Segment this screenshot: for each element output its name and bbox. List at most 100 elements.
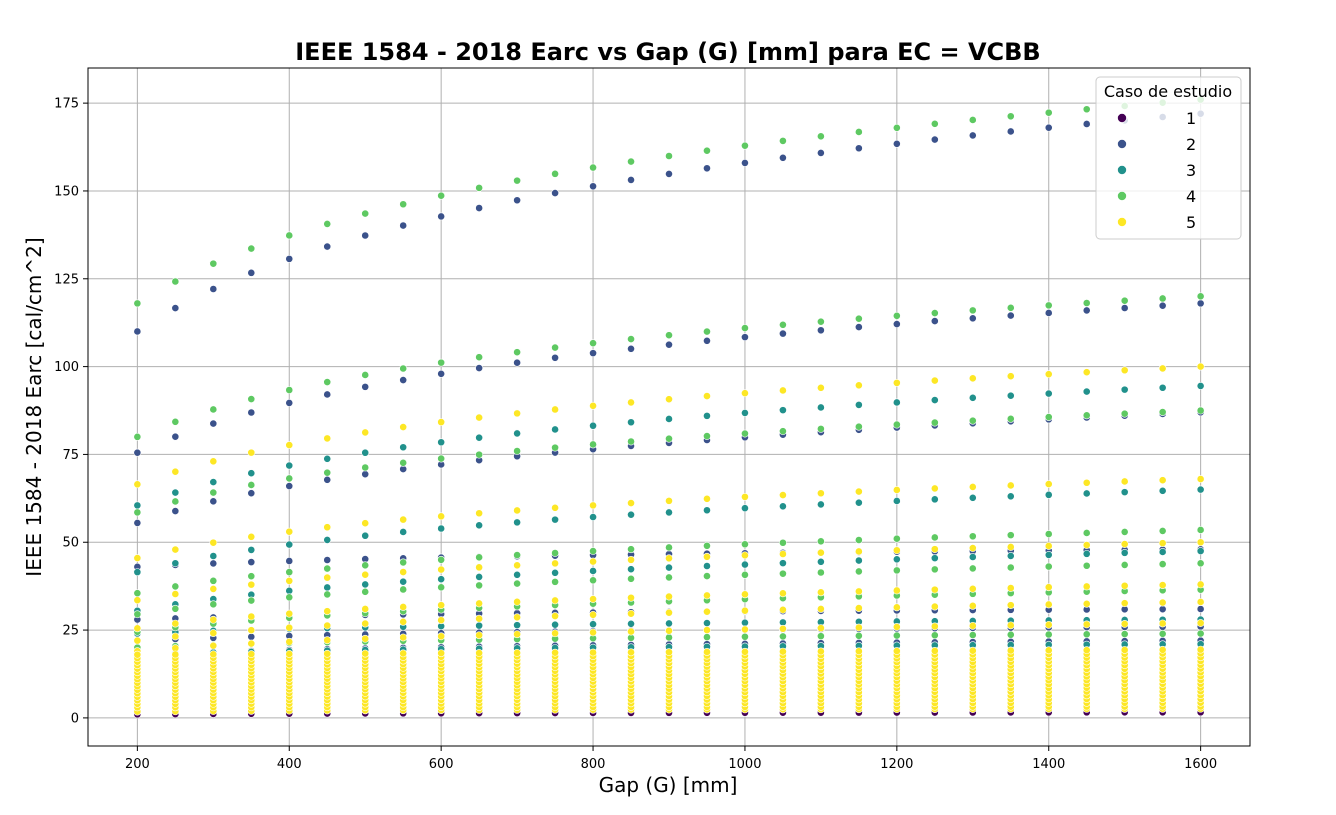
data-point-caso-5 [133, 624, 142, 633]
data-point-caso-4 [361, 463, 370, 472]
data-point-caso-2 [1044, 309, 1053, 317]
data-point-caso-3 [323, 454, 332, 463]
data-point-caso-5 [1006, 543, 1015, 551]
data-point-caso-4 [513, 551, 522, 559]
legend-title: Caso de estudio [1104, 82, 1232, 101]
data-point-caso-2 [285, 482, 294, 490]
data-point-caso-4 [1196, 526, 1205, 534]
data-point-caso-2 [323, 390, 332, 399]
data-point-caso-5 [399, 603, 408, 611]
data-point-caso-2 [285, 399, 294, 407]
data-point-caso-5 [209, 585, 218, 593]
data-point-caso-2 [209, 285, 218, 293]
data-point-caso-5 [665, 395, 673, 404]
data-point-caso-5 [816, 588, 825, 597]
data-point-caso-4 [930, 533, 939, 542]
data-point-caso-4 [665, 543, 673, 552]
data-point-caso-3 [437, 524, 446, 533]
data-point-caso-5 [703, 607, 711, 616]
data-point-caso-4 [551, 443, 559, 452]
data-point-caso-4 [1006, 303, 1015, 312]
data-point-caso-5 [361, 428, 370, 437]
data-point-caso-5 [437, 616, 446, 625]
data-point-caso-5 [1158, 539, 1167, 548]
data-point-caso-5 [703, 626, 711, 634]
data-point-caso-4 [1006, 531, 1015, 540]
data-point-caso-3 [1196, 547, 1205, 555]
data-point-caso-5 [930, 622, 939, 631]
data-point-caso-3 [551, 568, 559, 577]
data-point-caso-4 [779, 320, 787, 329]
data-point-caso-4 [892, 534, 901, 543]
y-tick-label: 125 [54, 272, 79, 287]
data-point-caso-2 [513, 358, 522, 367]
data-point-caso-4 [816, 568, 825, 577]
data-point-caso-5 [892, 603, 901, 612]
data-point-caso-4 [437, 583, 446, 592]
data-point-caso-5 [209, 538, 218, 547]
data-point-caso-4 [209, 405, 218, 414]
data-point-caso-3 [892, 555, 901, 564]
data-point-caso-5 [323, 607, 332, 616]
data-point-caso-5 [816, 489, 825, 498]
data-point-caso-4 [589, 440, 597, 449]
data-point-caso-4 [589, 576, 597, 585]
data-point-caso-5 [513, 648, 522, 657]
data-point-caso-4 [551, 577, 559, 586]
data-point-caso-2 [854, 144, 863, 153]
data-point-caso-2 [892, 320, 901, 328]
data-point-caso-5 [627, 593, 635, 602]
data-point-caso-3 [892, 497, 901, 505]
data-point-caso-4 [1082, 105, 1091, 114]
data-point-caso-5 [1158, 476, 1167, 485]
data-point-caso-3 [779, 559, 787, 568]
data-point-caso-3 [285, 586, 294, 595]
data-point-caso-4 [816, 537, 825, 546]
data-point-caso-3 [627, 565, 635, 574]
data-point-caso-5 [513, 630, 522, 639]
x-tick-label: 1200 [880, 757, 913, 772]
data-point-caso-5 [665, 554, 673, 563]
data-point-caso-4 [892, 631, 901, 640]
data-point-caso-3 [1196, 485, 1205, 494]
data-point-caso-5 [209, 457, 218, 466]
data-point-caso-2 [589, 182, 597, 191]
data-point-caso-4 [437, 555, 446, 564]
data-point-caso-5 [437, 632, 446, 641]
data-point-caso-3 [854, 400, 863, 409]
data-point-caso-5 [589, 595, 597, 603]
data-point-caso-2 [1006, 127, 1015, 136]
data-point-caso-4 [703, 327, 711, 336]
data-point-caso-3 [892, 398, 901, 407]
data-point-caso-5 [627, 499, 635, 507]
data-point-caso-4 [968, 532, 977, 541]
data-point-caso-4 [551, 549, 559, 557]
data-point-caso-4 [285, 231, 294, 240]
data-point-caso-5 [551, 648, 559, 657]
data-point-caso-4 [285, 386, 294, 394]
data-point-caso-4 [133, 508, 142, 517]
data-point-caso-5 [1006, 601, 1015, 610]
data-point-caso-5 [133, 636, 142, 645]
data-point-caso-5 [361, 619, 370, 628]
data-point-caso-3 [323, 583, 332, 592]
data-point-caso-3 [209, 478, 218, 486]
data-point-caso-5 [475, 649, 484, 657]
data-point-caso-4 [323, 564, 332, 573]
data-point-caso-3 [816, 500, 825, 509]
data-point-caso-5 [589, 628, 597, 637]
data-point-caso-2 [665, 340, 673, 349]
data-point-caso-5 [133, 480, 142, 489]
data-point-caso-5 [323, 636, 332, 645]
data-point-caso-2 [968, 131, 977, 140]
data-point-caso-4 [133, 589, 142, 598]
data-point-caso-5 [930, 602, 939, 611]
data-point-caso-5 [513, 506, 522, 515]
data-point-caso-2 [1196, 605, 1205, 613]
data-point-caso-3 [361, 580, 370, 589]
legend-marker-caso-5 [1117, 217, 1127, 227]
data-point-caso-3 [741, 560, 749, 569]
data-point-caso-5 [361, 634, 370, 643]
data-point-caso-3 [741, 618, 749, 627]
data-point-caso-4 [779, 427, 787, 436]
